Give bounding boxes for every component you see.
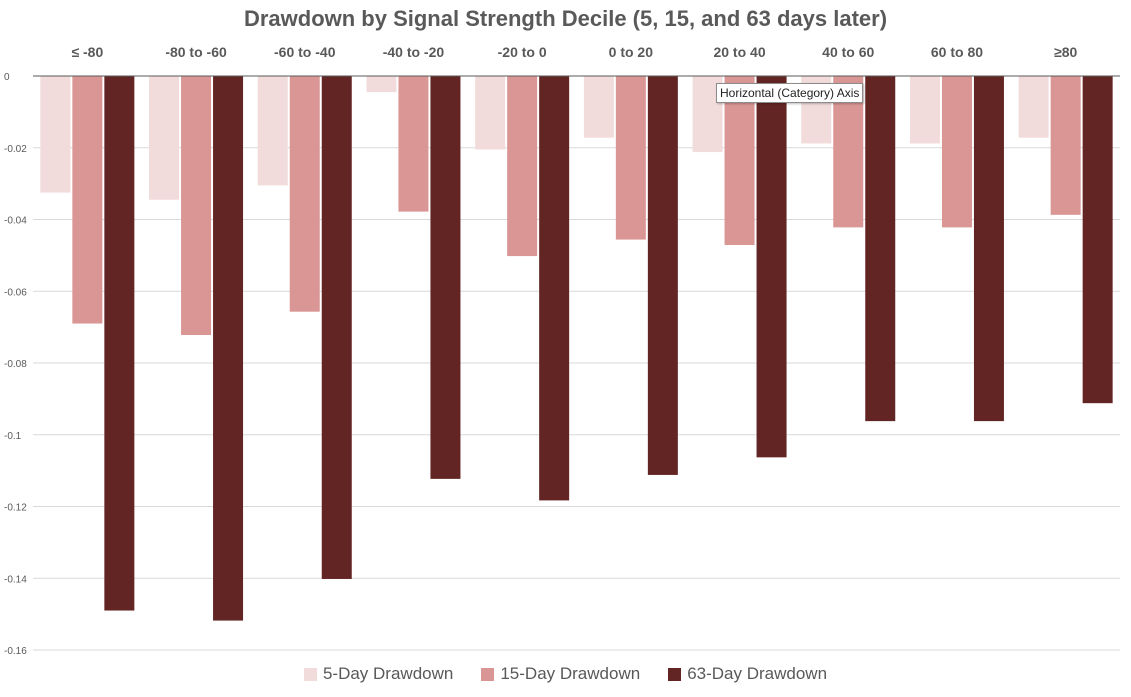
y-tick-label: -0.12 <box>4 503 27 514</box>
category-label: ≥80 <box>1054 44 1077 60</box>
bar-series-3[interactable] <box>213 76 244 621</box>
y-tick-label: -0.04 <box>4 216 27 227</box>
bar-series-3[interactable] <box>539 76 570 501</box>
legend-label-15-day: 15-Day Drawdown <box>500 664 641 683</box>
bar-series-3[interactable] <box>865 76 896 422</box>
bar-series-2[interactable] <box>507 76 538 257</box>
bar-series-3[interactable] <box>104 76 135 611</box>
bar-series-2[interactable] <box>941 76 972 228</box>
category-label: 60 to 80 <box>931 44 983 60</box>
bar-series-2[interactable] <box>398 76 429 212</box>
legend-label-5-day: 5-Day Drawdown <box>322 664 454 683</box>
bar-series-3[interactable] <box>973 76 1004 422</box>
bar-series-3[interactable] <box>430 76 461 479</box>
bar-series-3[interactable] <box>321 76 352 579</box>
y-tick-label: -0.14 <box>4 574 27 585</box>
bar-series-1[interactable] <box>475 76 506 150</box>
bar-series-1[interactable] <box>1018 76 1049 138</box>
category-label: 40 to 60 <box>822 44 874 60</box>
legend-item-15-day[interactable]: 15-Day Drawdown <box>481 664 640 684</box>
bar-series-1[interactable] <box>149 76 180 200</box>
legend-swatch-15-day <box>481 667 495 681</box>
y-tick-label: -0.1 <box>4 431 22 442</box>
bar-series-3[interactable] <box>647 76 678 475</box>
bar-series-2[interactable] <box>724 76 755 245</box>
bar-series-1[interactable] <box>909 76 940 144</box>
bar-series-1[interactable] <box>583 76 614 138</box>
category-label: -80 to -60 <box>165 44 227 60</box>
legend-swatch-5-day <box>303 667 317 681</box>
bar-series-1[interactable] <box>366 76 397 93</box>
chart-title: Drawdown by Signal Strength Decile (5, 1… <box>243 6 888 31</box>
category-label: 0 to 20 <box>609 44 654 60</box>
category-label: -60 to -40 <box>274 44 336 60</box>
legend-item-63-day[interactable]: 63-Day Drawdown <box>668 664 827 684</box>
bar-series-3[interactable] <box>756 76 787 458</box>
legend-item-5-day[interactable]: 5-Day Drawdown <box>303 664 454 684</box>
y-tick-label: 0 <box>4 72 10 83</box>
y-tick-label: -0.06 <box>4 287 27 298</box>
bar-series-3[interactable] <box>1082 76 1113 404</box>
bar-series-1[interactable] <box>257 76 288 186</box>
category-label: 20 to 40 <box>713 44 765 60</box>
category-label: ≤ -80 <box>71 44 103 60</box>
bar-series-2[interactable] <box>181 76 212 336</box>
y-tick-label: -0.02 <box>4 144 27 155</box>
legend-swatch-63-day <box>668 667 682 681</box>
axis-tooltip: Horizontal (Category) Axis <box>716 83 864 103</box>
category-label: -40 to -20 <box>383 44 445 60</box>
y-tick-label: -0.16 <box>4 646 27 657</box>
y-tick-label: -0.08 <box>4 359 27 370</box>
legend-label-63-day: 63-Day Drawdown <box>687 664 828 683</box>
bar-series-2[interactable] <box>289 76 320 312</box>
bar-series-2[interactable] <box>615 76 646 240</box>
bar-series-2[interactable] <box>72 76 103 324</box>
bar-series-1[interactable] <box>40 76 71 193</box>
category-label: -20 to 0 <box>498 44 547 60</box>
chart-legend[interactable]: 5-Day Drawdown 15-Day Drawdown 63-Day Dr… <box>0 664 1131 684</box>
bar-series-2[interactable] <box>1050 76 1081 215</box>
